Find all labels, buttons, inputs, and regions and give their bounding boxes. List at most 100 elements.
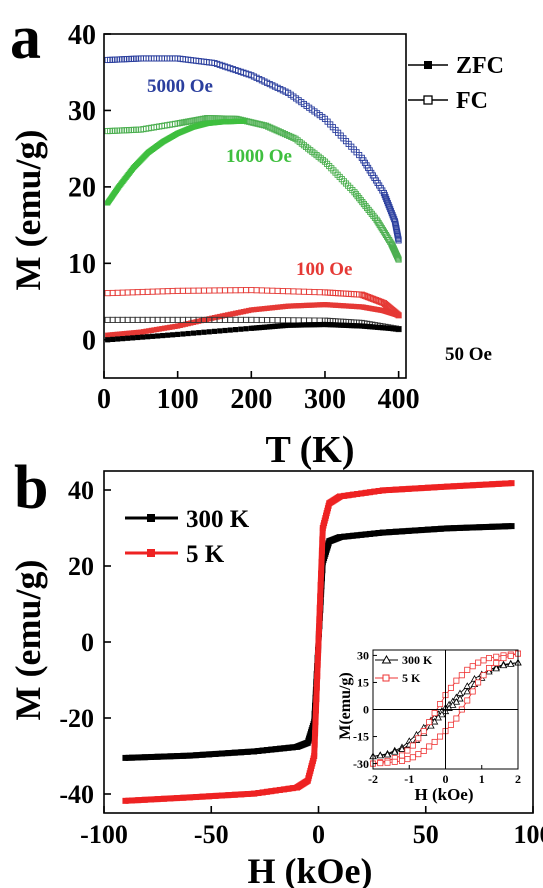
data-point bbox=[206, 329, 212, 335]
data-point bbox=[298, 140, 305, 147]
data-point bbox=[285, 288, 292, 295]
inset-legend-5k-marker bbox=[382, 674, 390, 682]
data-point bbox=[464, 666, 471, 673]
data-point bbox=[476, 481, 483, 488]
data-point bbox=[315, 627, 322, 634]
data-point bbox=[485, 665, 492, 672]
data-point bbox=[256, 121, 263, 128]
legend-5k-marker bbox=[147, 549, 155, 557]
data-point bbox=[427, 721, 435, 729]
data-point bbox=[296, 303, 302, 309]
data-point bbox=[392, 486, 399, 493]
data-point bbox=[130, 335, 136, 341]
data-point bbox=[190, 287, 197, 294]
data-point bbox=[363, 293, 370, 300]
inset-low-field-loop: -2 -1 0 1 2 -30 -15 0 15 30 H (kOe) M(emu/g) 300 … bbox=[337, 649, 522, 804]
data-point bbox=[148, 796, 155, 803]
data-point bbox=[140, 329, 147, 335]
data-point bbox=[110, 336, 116, 342]
data-point bbox=[238, 309, 244, 315]
data-point bbox=[267, 324, 273, 330]
data-point bbox=[196, 318, 202, 324]
data-point bbox=[312, 707, 319, 714]
data-point bbox=[356, 195, 363, 202]
data-point bbox=[279, 317, 286, 324]
data-point bbox=[262, 122, 270, 129]
data-point bbox=[358, 291, 365, 298]
data-point bbox=[398, 745, 406, 752]
data-point bbox=[172, 323, 178, 330]
data-point bbox=[109, 289, 116, 297]
data-point bbox=[302, 143, 310, 150]
data-point bbox=[351, 303, 357, 310]
data-point bbox=[272, 304, 278, 311]
data-point bbox=[313, 696, 320, 702]
data-point bbox=[159, 326, 165, 332]
data-point bbox=[164, 316, 171, 323]
data-point bbox=[371, 488, 378, 495]
data-point bbox=[151, 327, 157, 333]
data-point bbox=[444, 483, 451, 490]
data-point bbox=[164, 325, 170, 331]
data-point bbox=[424, 526, 431, 533]
data-point bbox=[212, 750, 219, 757]
data-point bbox=[370, 212, 377, 219]
data-point bbox=[301, 302, 307, 309]
data-point bbox=[340, 322, 346, 328]
data-point bbox=[343, 303, 349, 309]
data-point bbox=[243, 326, 249, 332]
data-point bbox=[255, 790, 262, 797]
data-point bbox=[160, 332, 166, 339]
data-point bbox=[418, 527, 425, 534]
data-point bbox=[109, 316, 116, 323]
data-point bbox=[314, 673, 321, 680]
data-point bbox=[246, 118, 253, 125]
inset-y-tick-label: 0 bbox=[363, 703, 369, 717]
data-point bbox=[437, 701, 444, 708]
data-point bbox=[396, 326, 402, 332]
panel-b-x-axis-label: H (kOe) bbox=[248, 851, 373, 888]
data-point bbox=[319, 536, 326, 543]
data-point bbox=[154, 753, 161, 760]
data-point bbox=[309, 302, 315, 308]
data-point bbox=[354, 532, 361, 539]
data-point bbox=[227, 311, 233, 317]
data-point bbox=[269, 125, 276, 132]
legend-zfc-label: ZFC bbox=[456, 53, 504, 79]
data-point bbox=[345, 492, 352, 499]
data-point bbox=[288, 322, 294, 328]
data-point bbox=[318, 570, 325, 577]
panel-b-x-tick-label: 100 bbox=[514, 820, 543, 849]
panel-a-y-axis-label: M (emu/g) bbox=[8, 130, 48, 291]
data-point bbox=[450, 525, 457, 532]
data-point bbox=[384, 759, 391, 766]
data-point bbox=[261, 305, 268, 312]
panel-b-x-tick-label: -100 bbox=[80, 820, 128, 849]
data-point bbox=[391, 748, 399, 755]
data-point bbox=[139, 288, 146, 296]
data-point bbox=[372, 324, 378, 330]
data-point bbox=[119, 316, 126, 323]
data-point bbox=[348, 303, 354, 309]
data-point bbox=[256, 325, 262, 331]
data-point bbox=[499, 661, 508, 669]
data-point bbox=[385, 325, 391, 331]
legend-zfc-marker bbox=[424, 61, 432, 69]
data-point bbox=[259, 306, 265, 312]
data-point bbox=[380, 325, 386, 331]
data-point bbox=[282, 303, 289, 310]
data-point bbox=[243, 287, 250, 294]
data-point bbox=[447, 684, 454, 691]
data-point bbox=[360, 200, 367, 208]
data-point bbox=[251, 325, 257, 331]
data-point bbox=[225, 750, 232, 757]
data-point bbox=[385, 235, 392, 242]
data-point bbox=[375, 220, 382, 227]
data-point bbox=[238, 326, 244, 332]
inset-y-tick-label: 15 bbox=[357, 676, 369, 690]
data-point bbox=[114, 289, 121, 296]
inset-legend-300k-label: 300 K bbox=[402, 653, 433, 667]
data-point bbox=[340, 303, 346, 309]
inset-y-axis-label: M(emu/g) bbox=[337, 672, 354, 740]
